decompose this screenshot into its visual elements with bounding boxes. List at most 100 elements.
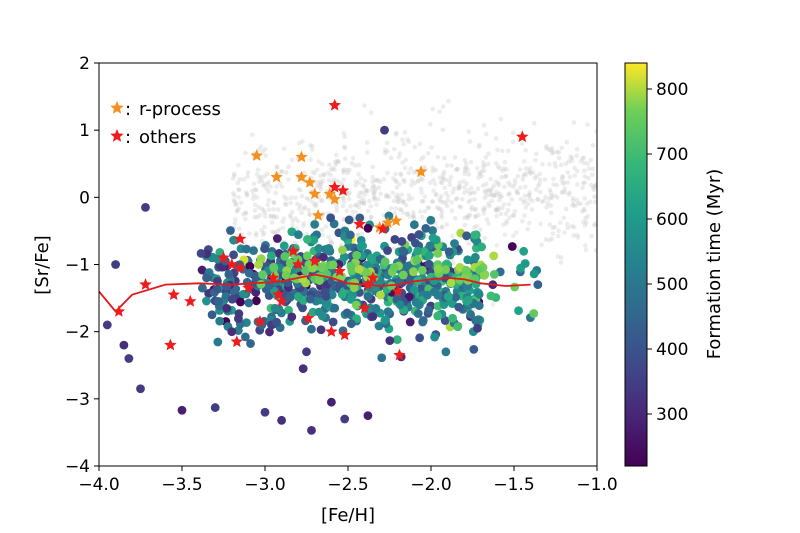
background-point bbox=[412, 181, 417, 186]
background-point bbox=[462, 165, 468, 171]
background-point bbox=[314, 167, 320, 173]
scatter-point bbox=[374, 321, 384, 331]
background-point bbox=[325, 170, 331, 176]
scatter-point bbox=[119, 340, 129, 350]
background-point bbox=[365, 188, 370, 194]
background-point bbox=[419, 214, 425, 220]
background-point bbox=[510, 212, 516, 218]
background-point bbox=[467, 212, 473, 218]
background-point bbox=[473, 214, 479, 219]
legend-star-others bbox=[110, 129, 124, 142]
background-point bbox=[279, 184, 285, 190]
background-point bbox=[437, 109, 442, 114]
others-star bbox=[217, 251, 230, 263]
background-point bbox=[580, 185, 585, 191]
background-point bbox=[328, 172, 333, 178]
background-point bbox=[438, 199, 443, 204]
background-point bbox=[444, 203, 450, 209]
background-point bbox=[527, 190, 533, 195]
background-point bbox=[503, 173, 509, 179]
background-point bbox=[393, 194, 399, 200]
scatter-point bbox=[202, 273, 211, 283]
background-point bbox=[252, 208, 258, 213]
background-point bbox=[243, 216, 248, 222]
background-point bbox=[344, 208, 350, 213]
background-point bbox=[263, 153, 268, 158]
background-point bbox=[359, 199, 364, 205]
scatter-point bbox=[338, 245, 347, 255]
scatter-point bbox=[529, 309, 539, 318]
background-point bbox=[444, 222, 450, 227]
background-point bbox=[399, 192, 405, 197]
background-point bbox=[396, 199, 402, 205]
background-point bbox=[500, 168, 506, 174]
background-point bbox=[370, 184, 376, 190]
background-point bbox=[488, 188, 494, 193]
background-point bbox=[575, 235, 581, 240]
background-point bbox=[358, 176, 364, 181]
background-point bbox=[544, 204, 549, 210]
background-point bbox=[523, 147, 528, 153]
background-point bbox=[236, 226, 242, 232]
background-point bbox=[320, 178, 326, 183]
background-point bbox=[466, 213, 471, 218]
background-point bbox=[347, 167, 352, 173]
background-point bbox=[341, 199, 347, 204]
others-star bbox=[253, 315, 267, 327]
background-point bbox=[361, 200, 367, 206]
others-star bbox=[275, 294, 288, 307]
background-point bbox=[309, 143, 315, 149]
background-point bbox=[438, 179, 444, 185]
background-point bbox=[532, 175, 538, 181]
scatter-point bbox=[470, 230, 480, 240]
background-point bbox=[582, 180, 587, 185]
others-star bbox=[516, 130, 529, 143]
background-point bbox=[393, 178, 398, 183]
background-point bbox=[514, 188, 519, 194]
background-point bbox=[462, 168, 468, 174]
background-point bbox=[530, 198, 535, 204]
scatter-point bbox=[422, 290, 432, 300]
background-point bbox=[489, 191, 494, 197]
background-point bbox=[445, 193, 451, 199]
background-point bbox=[327, 162, 332, 167]
r-process-star bbox=[390, 214, 403, 227]
background-point bbox=[472, 214, 478, 219]
background-point bbox=[308, 157, 313, 162]
background-point bbox=[462, 222, 468, 228]
background-point bbox=[593, 221, 597, 227]
star-markers bbox=[112, 98, 529, 361]
background-point bbox=[556, 155, 562, 161]
others-star bbox=[308, 254, 321, 267]
legend-colon-r-process: : bbox=[125, 99, 131, 120]
others-star bbox=[225, 258, 238, 270]
background-point bbox=[590, 166, 596, 172]
background-point bbox=[467, 191, 473, 197]
background-point bbox=[381, 177, 387, 182]
background-point bbox=[252, 214, 258, 220]
background-point bbox=[326, 234, 332, 240]
background-point bbox=[439, 224, 445, 230]
background-point bbox=[342, 156, 348, 161]
background-point bbox=[346, 192, 351, 197]
background-point bbox=[460, 196, 465, 202]
background-point bbox=[409, 196, 415, 201]
background-point bbox=[562, 230, 567, 235]
scatter-point bbox=[489, 251, 499, 261]
scatter-point bbox=[462, 296, 472, 306]
background-point bbox=[505, 148, 511, 154]
background-point bbox=[560, 174, 565, 179]
background-point bbox=[589, 233, 594, 239]
scatter-point bbox=[486, 291, 496, 301]
scatter-point bbox=[340, 414, 350, 424]
background-point bbox=[525, 226, 531, 232]
background-point bbox=[362, 103, 367, 108]
background-point bbox=[496, 182, 502, 188]
background-point bbox=[262, 173, 268, 179]
background-point bbox=[372, 188, 378, 194]
colorbar-tick-label: 800 bbox=[656, 80, 688, 100]
background-point bbox=[256, 175, 262, 180]
background-point bbox=[594, 184, 597, 189]
background-point bbox=[246, 231, 252, 236]
background-point bbox=[457, 180, 463, 185]
